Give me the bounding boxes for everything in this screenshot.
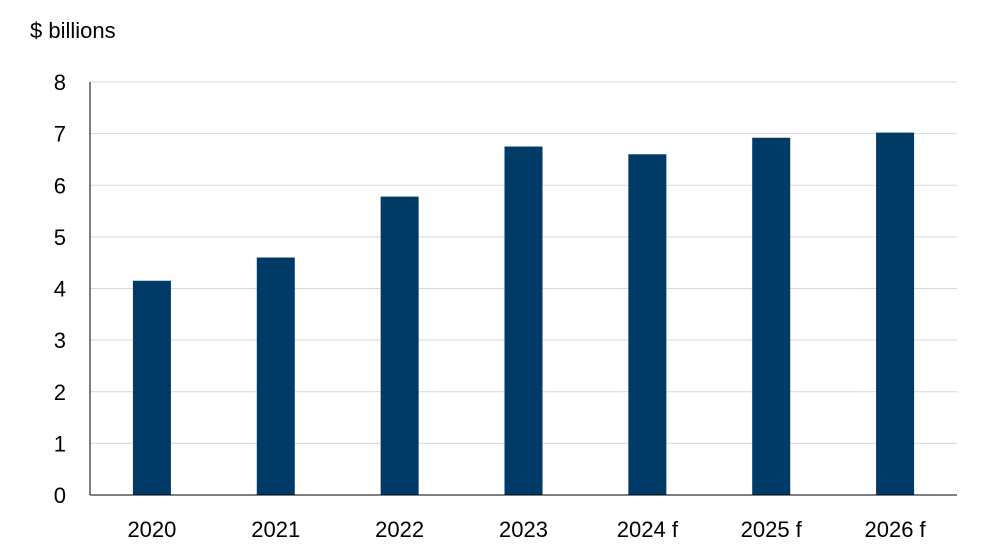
y-tick-label: 7 bbox=[54, 122, 66, 147]
x-tick-label: 2023 bbox=[499, 517, 548, 542]
bar bbox=[752, 137, 791, 495]
y-tick-label: 8 bbox=[54, 70, 66, 95]
y-tick-label: 5 bbox=[54, 225, 66, 250]
y-tick-labels: 0 1 2 3 4 5 6 7 8 bbox=[54, 70, 66, 508]
bar bbox=[132, 280, 171, 495]
y-tick-label: 4 bbox=[54, 277, 66, 302]
bar bbox=[504, 146, 543, 495]
x-tick-labels: 2020 2021 2022 2023 2024 f 2025 f 2026 f bbox=[127, 517, 926, 542]
bars bbox=[132, 132, 915, 496]
bar bbox=[380, 196, 419, 496]
y-tick-label: 2 bbox=[54, 380, 66, 405]
bar bbox=[876, 132, 915, 495]
bar bbox=[628, 154, 667, 495]
x-tick-label: 2022 bbox=[375, 517, 424, 542]
y-tick-label: 1 bbox=[54, 431, 66, 456]
x-tick-label: 2021 bbox=[251, 517, 300, 542]
y-tick-label: 3 bbox=[54, 328, 66, 353]
bar bbox=[256, 257, 295, 495]
x-tick-label: 2020 bbox=[127, 517, 176, 542]
y-axis-unit-label: $ billions bbox=[30, 18, 116, 43]
x-tick-label: 2026 f bbox=[864, 517, 926, 542]
y-tick-label: 6 bbox=[54, 173, 66, 198]
x-tick-label: 2024 f bbox=[617, 517, 679, 542]
y-tick-label: 0 bbox=[54, 483, 66, 508]
x-tick-label: 2025 f bbox=[741, 517, 803, 542]
